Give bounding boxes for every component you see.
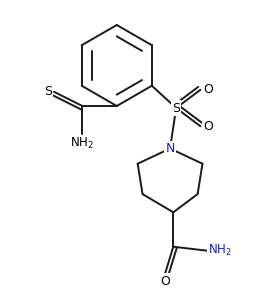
Text: O: O xyxy=(203,120,213,133)
Text: O: O xyxy=(160,275,170,288)
Text: S: S xyxy=(44,85,52,98)
Text: S: S xyxy=(172,101,180,114)
Text: NH$_2$: NH$_2$ xyxy=(208,243,232,258)
Text: N: N xyxy=(166,142,175,155)
Text: O: O xyxy=(203,83,213,96)
Text: NH$_2$: NH$_2$ xyxy=(70,136,94,151)
